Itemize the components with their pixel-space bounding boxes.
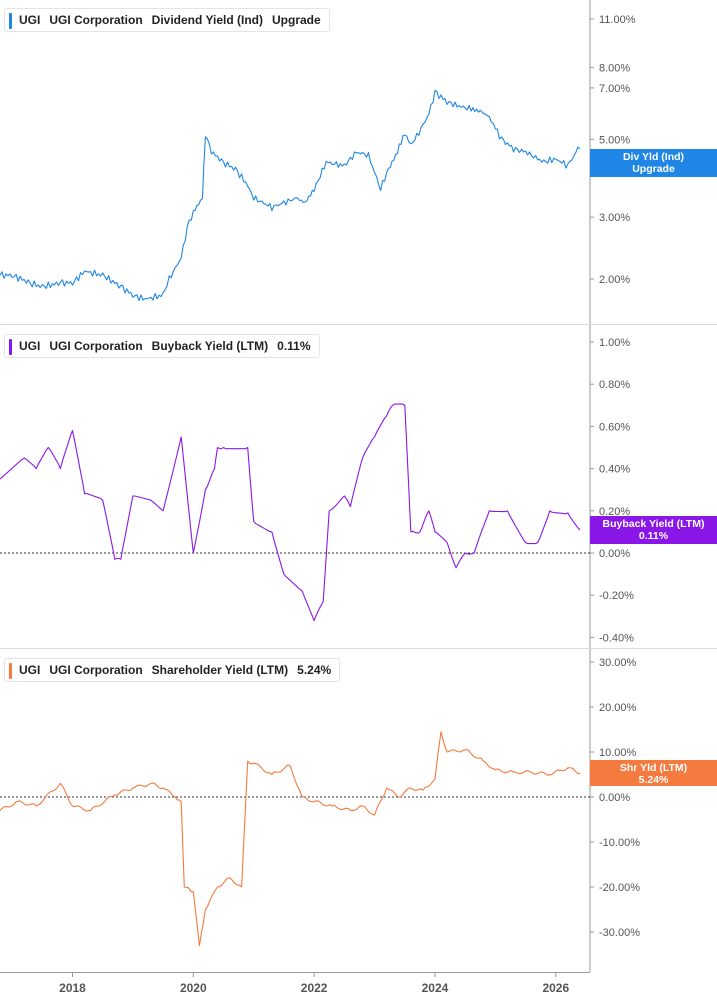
- badge-value: Upgrade: [632, 163, 675, 175]
- y-tick-label: 0.80%: [599, 379, 630, 391]
- y-tick-label: 1.00%: [599, 337, 630, 349]
- y-tick-label: -10.00%: [599, 837, 640, 849]
- y-tick-label: 8.00%: [599, 63, 630, 75]
- y-tick-label: 0.60%: [599, 421, 630, 433]
- legend-ticker: UGI: [19, 663, 41, 677]
- y-tick-label: -30.00%: [599, 927, 640, 939]
- badge-label: Shr Yld (LTM): [619, 762, 688, 774]
- legend-company: UGI Corporation: [49, 339, 143, 353]
- legend-value: 5.24%: [297, 663, 332, 677]
- series-line-buyback: [0, 403, 581, 622]
- legend-value: 0.11%: [277, 339, 311, 353]
- y-tick-label: -20.00%: [599, 882, 640, 894]
- y-tick-label: 20.00%: [599, 702, 637, 714]
- legend-color-buyback: [9, 339, 12, 355]
- badge-value: 5.24%: [638, 774, 669, 786]
- series-line-shareholder: [0, 731, 581, 947]
- legend-company: UGI Corporation: [49, 13, 143, 27]
- series-line-dividend: [0, 89, 581, 302]
- y-tick-label: 0.00%: [599, 792, 630, 804]
- x-tick-label: 2018: [59, 981, 86, 995]
- legend-value: Upgrade: [272, 13, 321, 27]
- y-tick-label: 3.00%: [599, 212, 630, 224]
- legend-color-dividend: [9, 13, 12, 29]
- badge-label: Buyback Yield (LTM): [602, 518, 705, 530]
- legend-company: UGI Corporation: [49, 663, 143, 677]
- y-tick-label: 2.00%: [599, 274, 630, 286]
- legend-metric: Dividend Yield (Ind): [151, 13, 264, 27]
- y-tick-label: -0.20%: [599, 590, 634, 602]
- y-tick-label: 0.40%: [599, 464, 630, 476]
- x-tick-label: 2026: [542, 981, 569, 995]
- badge-shareholder: Shr Yld (LTM) 5.24%: [590, 760, 717, 786]
- legend-color-shareholder: [9, 663, 12, 679]
- legend-buyback: UGI UGI Corporation Buyback Yield (LTM) …: [4, 334, 320, 358]
- y-tick-label: 5.00%: [599, 134, 630, 146]
- y-tick-label: 7.00%: [599, 83, 630, 95]
- badge-buyback: Buyback Yield (LTM) 0.11%: [590, 516, 717, 544]
- badge-label: Div Yld (Ind): [622, 151, 685, 163]
- y-tick-label: 11.00%: [599, 14, 636, 26]
- legend-dividend: UGI UGI Corporation Dividend Yield (Ind)…: [4, 8, 330, 32]
- y-tick-label: 10.00%: [599, 747, 637, 759]
- x-tick-label: 2024: [422, 981, 449, 995]
- badge-value: 0.11%: [638, 530, 669, 542]
- legend-ticker: UGI: [19, 339, 41, 353]
- x-tick-label: 2020: [180, 981, 207, 995]
- y-tick-label: 0.20%: [599, 506, 630, 518]
- legend-metric: Buyback Yield (LTM): [151, 339, 269, 353]
- y-tick-label: 30.00%: [599, 657, 637, 669]
- legend-ticker: UGI: [19, 13, 41, 27]
- badge-dividend: Div Yld (Ind) Upgrade: [590, 149, 717, 177]
- y-tick-label: -0.40%: [599, 632, 634, 644]
- y-tick-label: 0.00%: [599, 548, 630, 560]
- legend-metric: Shareholder Yield (LTM): [151, 663, 289, 677]
- legend-shareholder: UGI UGI Corporation Shareholder Yield (L…: [4, 658, 341, 682]
- x-tick-label: 2022: [301, 981, 328, 995]
